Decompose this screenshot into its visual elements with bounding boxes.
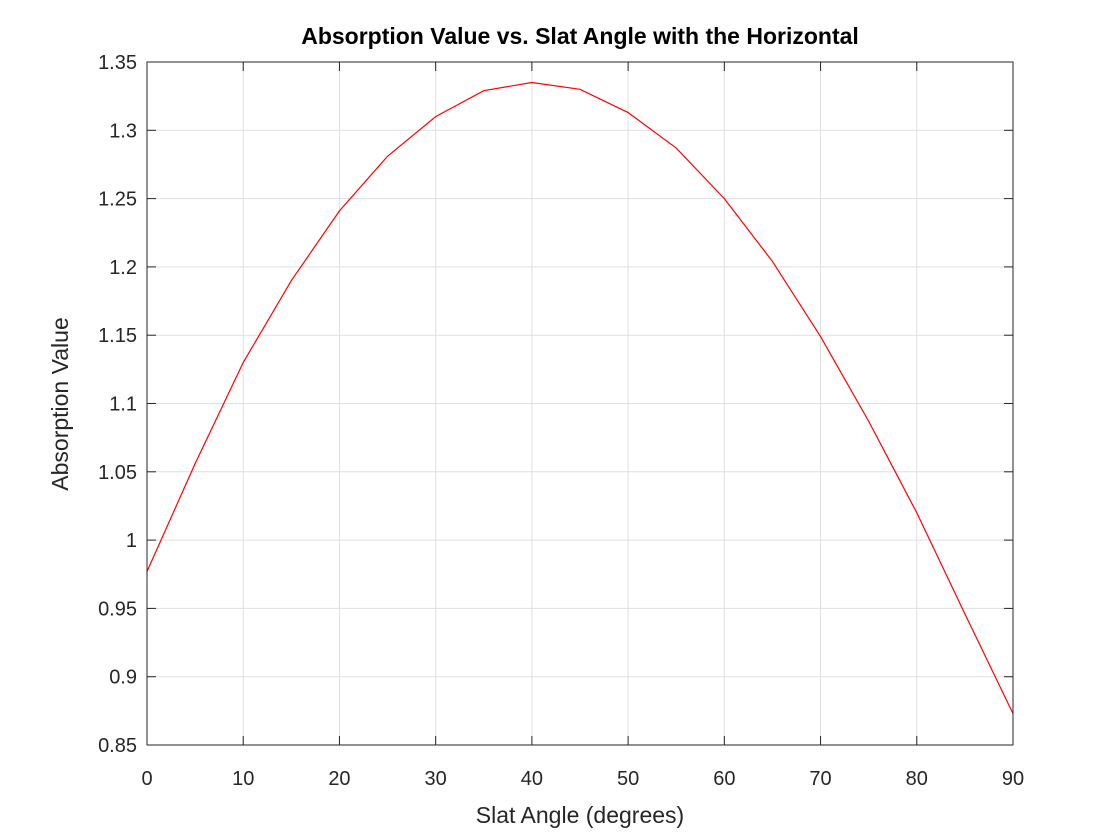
y-tick-label: 1.1 — [109, 394, 137, 416]
y-tick-label: 1.25 — [98, 189, 137, 211]
y-axis-label: Absorption Value — [47, 317, 73, 490]
x-tick-label: 0 — [141, 768, 152, 790]
y-tick-label: 1.35 — [98, 52, 137, 74]
x-tick-label: 40 — [521, 768, 543, 790]
x-axis-label: Slat Angle (degrees) — [476, 802, 684, 828]
y-tick-label: 1.2 — [109, 257, 137, 279]
plot-area — [146, 81, 1014, 714]
y-tick-label: 1.3 — [109, 120, 137, 142]
y-tick-label: 0.95 — [98, 598, 137, 620]
y-tick-label: 0.85 — [98, 735, 137, 757]
data-line — [146, 81, 1014, 714]
y-tick-label: 1 — [126, 530, 137, 552]
chart-title: Absorption Value vs. Slat Angle with the… — [301, 23, 859, 49]
x-tick-label: 70 — [809, 768, 831, 790]
x-tick-label: 80 — [906, 768, 928, 790]
y-tick-label: 1.05 — [98, 462, 137, 484]
x-tick-label: 20 — [328, 768, 350, 790]
y-tick-label: 0.9 — [109, 667, 137, 689]
x-tick-label: 90 — [1002, 768, 1024, 790]
x-tick-label: 50 — [617, 768, 639, 790]
axes-box — [146, 61, 1014, 746]
x-tick-label: 10 — [232, 768, 254, 790]
y-tick-label: 1.15 — [98, 325, 137, 347]
x-tick-label: 30 — [425, 768, 447, 790]
x-tick-label: 60 — [713, 768, 735, 790]
